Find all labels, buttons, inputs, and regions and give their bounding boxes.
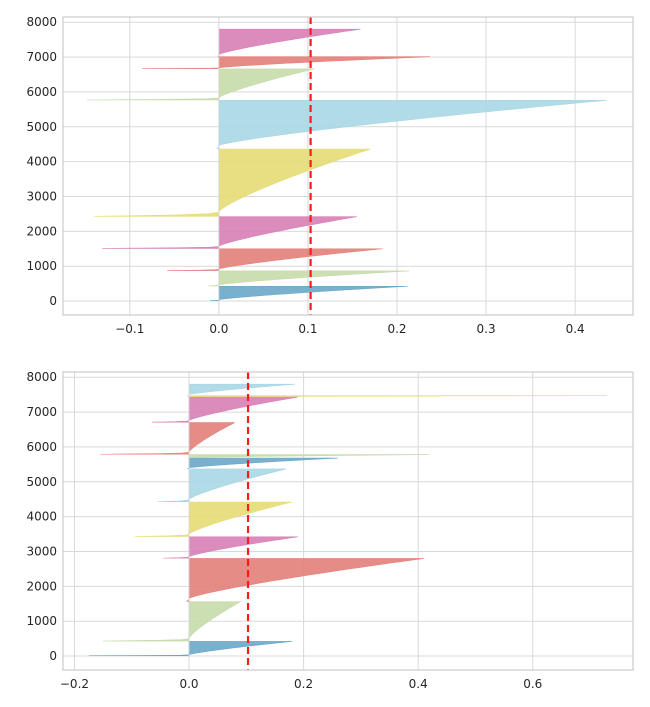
cluster-silhouette-1 [88, 641, 293, 657]
y-tick-label: 3000 [26, 189, 57, 203]
cluster-silhouette-4 [163, 536, 298, 559]
y-tick-label: 3000 [26, 544, 57, 558]
x-tick-label: 0.2 [387, 322, 406, 336]
plot-area [63, 17, 633, 315]
y-tick-label: 1000 [26, 614, 57, 628]
x-tick-label: −0.2 [60, 677, 89, 691]
cluster-silhouette-9 [217, 28, 361, 57]
cluster-silhouette-8 [142, 56, 430, 69]
cluster-silhouette-1 [209, 285, 408, 302]
y-tick-label: 8000 [26, 15, 57, 29]
y-tick-label: 0 [49, 649, 57, 663]
cluster-silhouette-10 [151, 396, 298, 423]
y-tick-label: 1000 [26, 259, 57, 273]
x-tick-label: 0.0 [179, 677, 198, 691]
cluster-silhouette-2 [208, 270, 410, 287]
silhouette-plot-1: −0.1 0.0 0.1 0.2 0.3 0.4 0 1000 2000 3000 4000 5000… [26, 15, 634, 336]
y-tick-label: 8000 [26, 370, 57, 384]
x-tick-label: 0.0 [209, 322, 228, 336]
y-tick-label: 2000 [26, 224, 57, 238]
cluster-silhouette-6 [157, 468, 287, 502]
x-tick-label: 0.4 [566, 322, 585, 336]
axes-frame [62, 16, 634, 316]
silhouette-plot-2: −0.2 0.0 0.2 0.4 0.6 0 1000 2000 3000 4000 5000 600… [26, 370, 634, 691]
y-tick-label: 4000 [26, 510, 57, 524]
cluster-silhouette-5 [134, 501, 293, 537]
y-tick-label: 7000 [26, 405, 57, 419]
cluster-silhouette-9 [100, 422, 235, 455]
y-tick-label: 5000 [26, 475, 57, 489]
cluster-silhouette-6 [216, 100, 607, 150]
y-tick-label: 7000 [26, 50, 57, 64]
x-tick-label: 0.2 [294, 677, 313, 691]
cluster-silhouette-7 [87, 68, 315, 101]
y-tick-label: 6000 [26, 85, 57, 99]
cluster-silhouette-4 [102, 216, 357, 249]
plot-area [63, 372, 633, 670]
y-tick-label: 0 [49, 294, 57, 308]
cluster-silhouette-12 [187, 383, 296, 396]
axes-frame [62, 371, 634, 671]
cluster-silhouette-2 [103, 601, 242, 642]
cluster-silhouette-11 [187, 395, 608, 398]
cluster-silhouette-5 [94, 148, 371, 217]
y-tick-label: 4000 [26, 155, 57, 169]
x-tick-label: 0.4 [409, 677, 428, 691]
y-tick-label: 5000 [26, 120, 57, 134]
x-tick-label: 0.6 [523, 677, 542, 691]
x-tick-label: 0.1 [298, 322, 317, 336]
y-tick-label: 2000 [26, 579, 57, 593]
x-tick-label: 0.3 [477, 322, 496, 336]
y-tick-label: 6000 [26, 440, 57, 454]
cluster-silhouette-3 [167, 248, 383, 271]
cluster-silhouette-3 [186, 558, 424, 602]
x-tick-label: −0.1 [115, 322, 144, 336]
